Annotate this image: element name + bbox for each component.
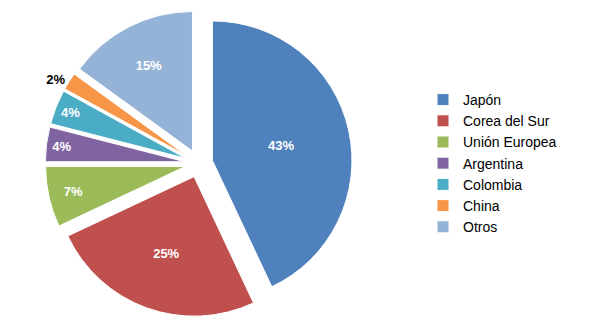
svg-text:2%: 2%	[46, 72, 65, 87]
svg-text:Otros: Otros	[463, 219, 497, 235]
svg-text:7%: 7%	[64, 184, 83, 199]
svg-text:Corea del Sur: Corea del Sur	[463, 113, 550, 129]
svg-text:Argentina: Argentina	[463, 156, 523, 172]
svg-text:4%: 4%	[52, 139, 71, 154]
svg-text:Unión Europea: Unión Europea	[463, 134, 557, 150]
svg-text:Japón: Japón	[463, 92, 501, 108]
svg-text:43%: 43%	[268, 138, 294, 153]
svg-text:4%: 4%	[61, 105, 80, 120]
svg-text:25%: 25%	[153, 246, 179, 261]
svg-text:China: China	[463, 198, 500, 214]
svg-text:Colombia: Colombia	[463, 177, 522, 193]
svg-text:15%: 15%	[136, 58, 162, 73]
